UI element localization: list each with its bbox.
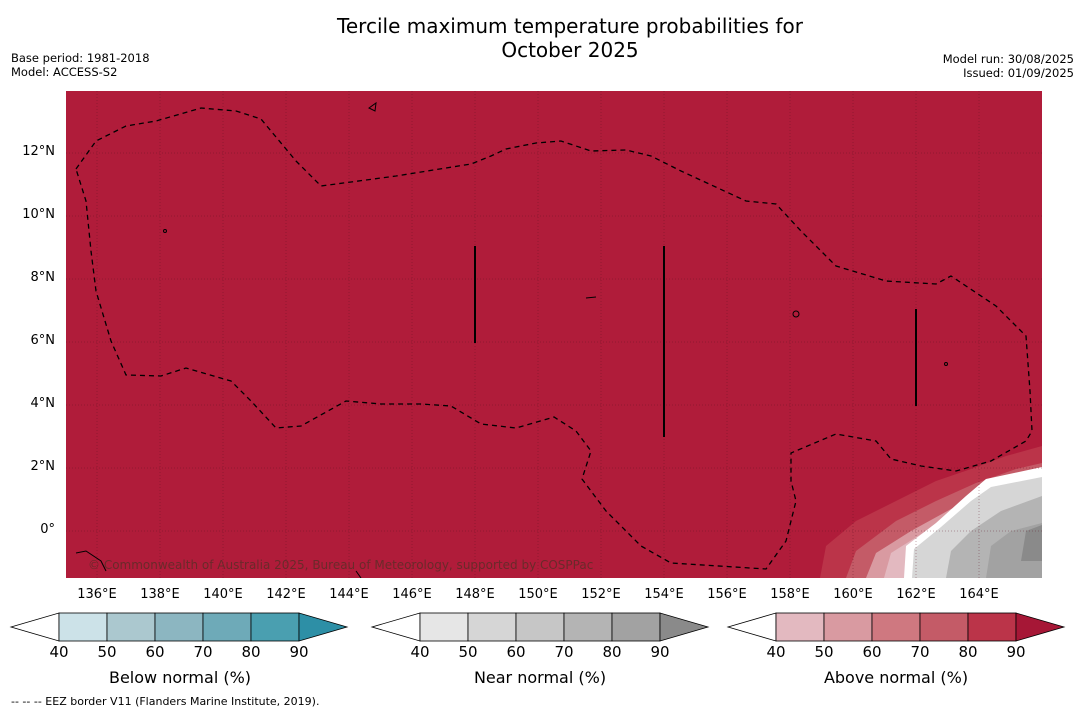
- colorbar-tick-label: 60: [506, 643, 526, 661]
- colorbars: [9, 612, 1066, 642]
- lon-label: 154°E: [644, 587, 684, 602]
- lon-label: 164°E: [959, 587, 999, 602]
- lat-label: 8°N: [30, 270, 56, 285]
- colorbar-tick-label: 50: [814, 643, 834, 661]
- lon-label: 142°E: [266, 587, 306, 602]
- colorbar-segment: [919, 612, 969, 642]
- colorbar-segment: [563, 612, 613, 642]
- lat-label: 2°N: [30, 459, 56, 474]
- colorbar-tick-label: 60: [145, 643, 165, 661]
- lon-label: 148°E: [455, 587, 495, 602]
- colorbar-segment: [775, 612, 825, 642]
- eez-border: [75, 107, 1033, 570]
- near-normal-label: Near normal (%): [473, 668, 607, 687]
- colorbar-arrow-high: [659, 612, 710, 642]
- colorbar-segment: [58, 612, 108, 642]
- lon-label: 156°E: [707, 587, 747, 602]
- base-period: Base period: 1981-2018: [11, 51, 150, 65]
- lon-label: 152°E: [581, 587, 621, 602]
- map-title: Tercile maximum temperature probabilitie…: [0, 14, 1085, 62]
- colorbar-below-normal: [9, 612, 349, 642]
- model-run: Model run: 30/08/2025: [942, 52, 1074, 66]
- lon-label: 138°E: [140, 587, 180, 602]
- lon-label: 150°E: [518, 587, 558, 602]
- below-normal-label: Below normal (%): [108, 668, 252, 687]
- colorbar-segment: [611, 612, 661, 642]
- colorbar-tick-label: 40: [49, 643, 69, 661]
- colorbar-tick-label: 70: [554, 643, 574, 661]
- title-line-2: October 2025: [501, 38, 639, 62]
- colorbar-arrow-high: [1015, 612, 1066, 642]
- colorbar-tick-label: 90: [289, 643, 309, 661]
- colorbar-tick-label: 40: [410, 643, 430, 661]
- colorbar-tick-label: 80: [958, 643, 978, 661]
- colorbar-arrow-low: [370, 612, 421, 642]
- model-name: Model: ACCESS-S2: [11, 65, 118, 79]
- colorbar-arrow-low: [9, 612, 60, 642]
- lon-label: 144°E: [329, 587, 369, 602]
- colorbar-arrow-high: [298, 612, 349, 642]
- title-line-1: Tercile maximum temperature probabilitie…: [337, 14, 803, 38]
- eez-footer-note: -- -- -- EEZ border V11 (Flanders Marine…: [11, 695, 320, 708]
- graticule: [66, 91, 1042, 578]
- lat-label: 6°N: [30, 333, 56, 348]
- copyright-notice: © Commonwealth of Australia 2025, Bureau…: [88, 558, 594, 572]
- above-normal-fill: [66, 91, 1042, 578]
- lon-label: 146°E: [392, 587, 432, 602]
- above-normal-label: Above normal (%): [823, 668, 969, 687]
- lat-label: 0°: [40, 522, 55, 537]
- colorbar-segment: [515, 612, 565, 642]
- colorbar-segment: [823, 612, 873, 642]
- lon-label: 140°E: [203, 587, 243, 602]
- islands: [75, 101, 948, 578]
- colorbar-segment: [250, 612, 300, 642]
- lat-label: 12°N: [22, 144, 55, 159]
- colorbar-arrow-low: [726, 612, 777, 642]
- colorbar-segment: [202, 612, 252, 642]
- lat-label: 10°N: [22, 207, 55, 222]
- near-normal-region: [820, 446, 1042, 578]
- colorbar-near-normal: [370, 612, 710, 642]
- lat-label: 4°N: [30, 396, 56, 411]
- colorbar-segment: [106, 612, 156, 642]
- lon-label: 162°E: [896, 587, 936, 602]
- lon-label: 160°E: [833, 587, 873, 602]
- colorbar-segment: [967, 612, 1017, 642]
- colorbar-segment: [871, 612, 921, 642]
- colorbar-tick-label: 80: [602, 643, 622, 661]
- colorbar-above-normal: [726, 612, 1066, 642]
- colorbar-tick-label: 60: [862, 643, 882, 661]
- colorbar-tick-label: 70: [193, 643, 213, 661]
- meta-right: Model run: 30/08/2025 Issued: 01/09/2025: [943, 52, 1074, 80]
- colorbar-segment: [154, 612, 204, 642]
- colorbar-tick-label: 70: [910, 643, 930, 661]
- colorbar-tick-label: 90: [650, 643, 670, 661]
- colorbar-tick-label: 90: [1006, 643, 1026, 661]
- lon-label: 136°E: [77, 587, 117, 602]
- colorbar-tick-label: 80: [241, 643, 261, 661]
- colorbar-tick-label: 50: [97, 643, 117, 661]
- issued-date: Issued: 01/09/2025: [963, 66, 1074, 80]
- meta-left: Base period: 1981-2018 Model: ACCESS-S2: [11, 51, 150, 79]
- boundary-lines: [474, 246, 917, 437]
- colorbar-segment: [419, 612, 469, 642]
- lon-label: 158°E: [770, 587, 810, 602]
- colorbar-tick-label: 40: [766, 643, 786, 661]
- colorbar-segment: [467, 612, 517, 642]
- colorbar-tick-label: 50: [458, 643, 478, 661]
- probability-map: [66, 91, 1042, 578]
